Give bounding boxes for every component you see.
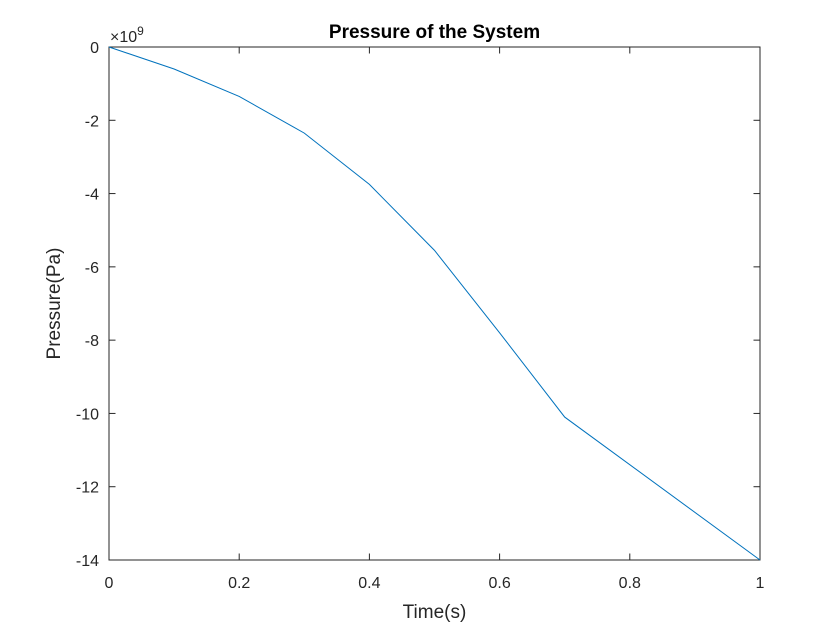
y-exponent-base: ×10 <box>110 29 137 46</box>
y-tick-label: -14 <box>76 553 99 570</box>
y-exponent-label: ×109 <box>110 24 144 46</box>
plot-area: 0 0.2 0.4 0.6 0.8 1 0 -2 -4 -6 -8 -10 -12 -14 <box>76 40 765 592</box>
y-tick-label: -6 <box>85 260 99 277</box>
y-tick-label: -10 <box>76 406 99 423</box>
axes-box <box>108 46 761 561</box>
y-axis-label: Pressure(Pa) <box>44 248 65 360</box>
chart-title: Pressure of the System <box>329 22 540 43</box>
x-tick-label: 0.4 <box>358 575 380 592</box>
y-tick-label: -2 <box>85 113 99 130</box>
y-tick-label: -12 <box>76 480 99 497</box>
y-tick-label: -8 <box>85 333 99 350</box>
y-tick-label: 0 <box>90 40 99 57</box>
series-line <box>108 46 761 561</box>
y-tick-label: -4 <box>85 187 99 204</box>
x-tick-label: 0.8 <box>619 575 641 592</box>
x-tick-label: 0.2 <box>228 575 250 592</box>
y-exponent-power: 9 <box>137 24 144 38</box>
x-tick-label: 1 <box>756 575 765 592</box>
x-tick-label: 0.6 <box>488 575 510 592</box>
x-axis-label: Time(s) <box>403 602 467 623</box>
x-tick-label: 0 <box>105 575 114 592</box>
